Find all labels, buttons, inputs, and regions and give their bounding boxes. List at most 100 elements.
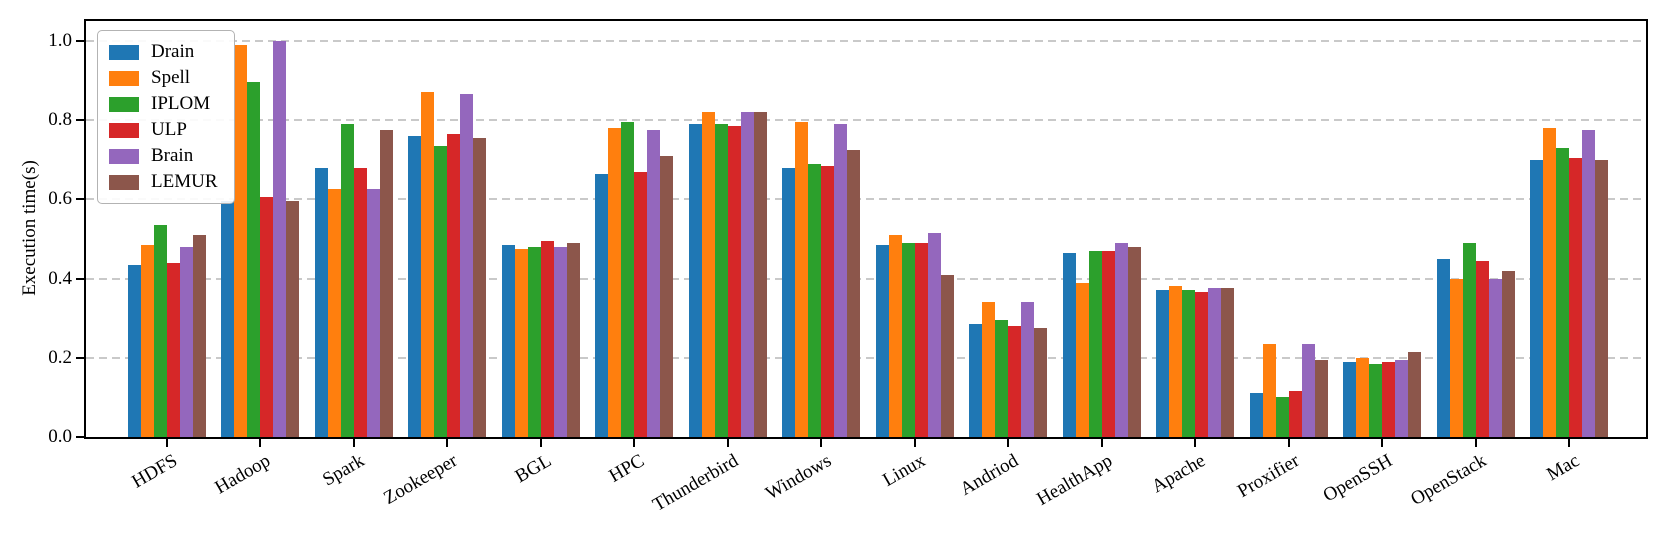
bar-iplom-Thunderbird — [714, 124, 728, 437]
bar-iplom-HPC — [621, 122, 635, 437]
bar-drain-BGL — [501, 244, 515, 437]
legend-label: Brain — [151, 145, 194, 166]
y-tick-mark — [76, 198, 84, 201]
grid-line — [86, 356, 1646, 359]
y-tick-mark — [76, 119, 84, 122]
x-tick-label: Mac — [1543, 450, 1584, 486]
x-tick-mark — [913, 439, 916, 447]
bar-iplom-Zookeeper — [434, 145, 448, 437]
bar-lemur-Thunderbird — [753, 112, 767, 437]
bar-spell-OpenStack — [1449, 278, 1463, 437]
bar-brain-Zookeeper — [460, 94, 474, 437]
x-tick-label: BGL — [511, 450, 555, 488]
y-tick-mark — [76, 436, 84, 438]
bar-ulp-HDFS — [166, 262, 180, 437]
bar-iplom-Apache — [1182, 290, 1196, 437]
bar-brain-Windows — [834, 124, 848, 437]
bar-spell-Zookeeper — [421, 92, 435, 437]
bar-brain-OpenSSH — [1395, 359, 1409, 437]
bar-lemur-Proxifier — [1314, 359, 1328, 437]
bar-ulp-HPC — [634, 171, 648, 437]
legend-swatch-spell — [109, 70, 139, 86]
bar-brain-Spark — [366, 189, 380, 437]
bar-iplom-Proxifier — [1275, 397, 1289, 437]
legend-item: Drain — [109, 39, 218, 65]
bar-drain-Spark — [314, 167, 328, 437]
bar-drain-HDFS — [127, 264, 141, 437]
bar-spell-Mac — [1543, 127, 1557, 437]
legend-item: IPLOM — [109, 91, 218, 117]
x-tick-label: Zookeeper — [380, 450, 462, 509]
legend-swatch-iplom — [109, 96, 139, 112]
bar-iplom-Andriod — [995, 320, 1009, 437]
legend-item: Brain — [109, 143, 218, 169]
legend-label: IPLOM — [151, 93, 211, 114]
bar-lemur-Windows — [847, 149, 861, 437]
bar-brain-HDFS — [179, 246, 193, 437]
bar-brain-HPC — [647, 129, 661, 437]
bar-lemur-HealthApp — [1127, 246, 1141, 437]
x-tick-mark — [1007, 439, 1010, 447]
bar-drain-HealthApp — [1062, 252, 1076, 437]
grid-line — [86, 39, 1646, 42]
bar-ulp-BGL — [540, 240, 554, 437]
legend-swatch-brain — [109, 148, 139, 164]
bar-drain-Proxifier — [1249, 393, 1263, 437]
bar-lemur-Spark — [379, 129, 393, 437]
x-tick-label: Andriod — [956, 450, 1023, 500]
bar-drain-Hadoop — [221, 201, 235, 437]
x-tick-label: HealthApp — [1032, 450, 1116, 511]
y-tick-label: 0.0 — [48, 426, 72, 447]
legend-swatch-drain — [109, 44, 139, 60]
bar-spell-Spark — [327, 189, 341, 437]
legend-label: Spell — [151, 67, 191, 88]
bar-lemur-Andriod — [1034, 328, 1048, 437]
bar-brain-Mac — [1582, 129, 1596, 437]
legend-item: Spell — [109, 65, 218, 91]
bar-spell-Windows — [795, 122, 809, 437]
bar-spell-Apache — [1169, 286, 1183, 437]
y-tick-mark — [76, 277, 84, 280]
x-tick-label: Thunderbird — [648, 450, 742, 516]
bar-lemur-Linux — [940, 274, 954, 437]
x-tick-mark — [820, 439, 823, 447]
x-tick-mark — [259, 439, 262, 447]
bar-drain-OpenStack — [1436, 258, 1450, 437]
x-tick-mark — [633, 439, 636, 447]
x-tick-mark — [1381, 439, 1384, 447]
bar-drain-Zookeeper — [408, 135, 422, 437]
bar-iplom-HealthApp — [1088, 250, 1102, 437]
bar-lemur-OpenStack — [1501, 270, 1515, 437]
bar-spell-HDFS — [140, 244, 154, 437]
y-tick-label: 0.6 — [48, 188, 72, 210]
bar-spell-Linux — [888, 234, 902, 437]
y-tick-label: 0.4 — [48, 267, 72, 289]
y-tick-mark — [76, 356, 84, 359]
x-tick-mark — [539, 439, 542, 447]
bar-drain-Thunderbird — [688, 124, 702, 437]
bar-drain-Apache — [1156, 290, 1170, 437]
bar-drain-Mac — [1530, 159, 1544, 437]
bar-brain-Apache — [1208, 288, 1222, 437]
bar-iplom-Mac — [1556, 147, 1570, 437]
bar-lemur-Apache — [1221, 288, 1235, 437]
x-tick-mark — [1100, 439, 1103, 447]
bar-ulp-Hadoop — [260, 197, 274, 437]
legend: Drain Spell IPLOM ULP Brain LEMUR — [97, 30, 235, 204]
bar-ulp-Mac — [1569, 157, 1583, 437]
y-tick-mark — [76, 39, 84, 42]
legend-item: LEMUR — [109, 169, 218, 195]
x-tick-mark — [1287, 439, 1290, 447]
bar-brain-HealthApp — [1114, 242, 1128, 437]
bar-brain-Proxifier — [1301, 343, 1315, 437]
bar-brain-BGL — [553, 246, 567, 437]
x-tick-mark — [1194, 439, 1197, 447]
bar-drain-Windows — [782, 167, 796, 437]
grid-line — [86, 198, 1646, 201]
bar-lemur-OpenSSH — [1408, 351, 1422, 437]
bar-spell-Proxifier — [1262, 343, 1276, 437]
y-tick-label: 0.8 — [48, 109, 72, 131]
x-tick-label: OpenSSH — [1319, 450, 1397, 507]
x-tick-label: Hadoop — [211, 450, 275, 499]
bar-iplom-OpenSSH — [1369, 363, 1383, 437]
